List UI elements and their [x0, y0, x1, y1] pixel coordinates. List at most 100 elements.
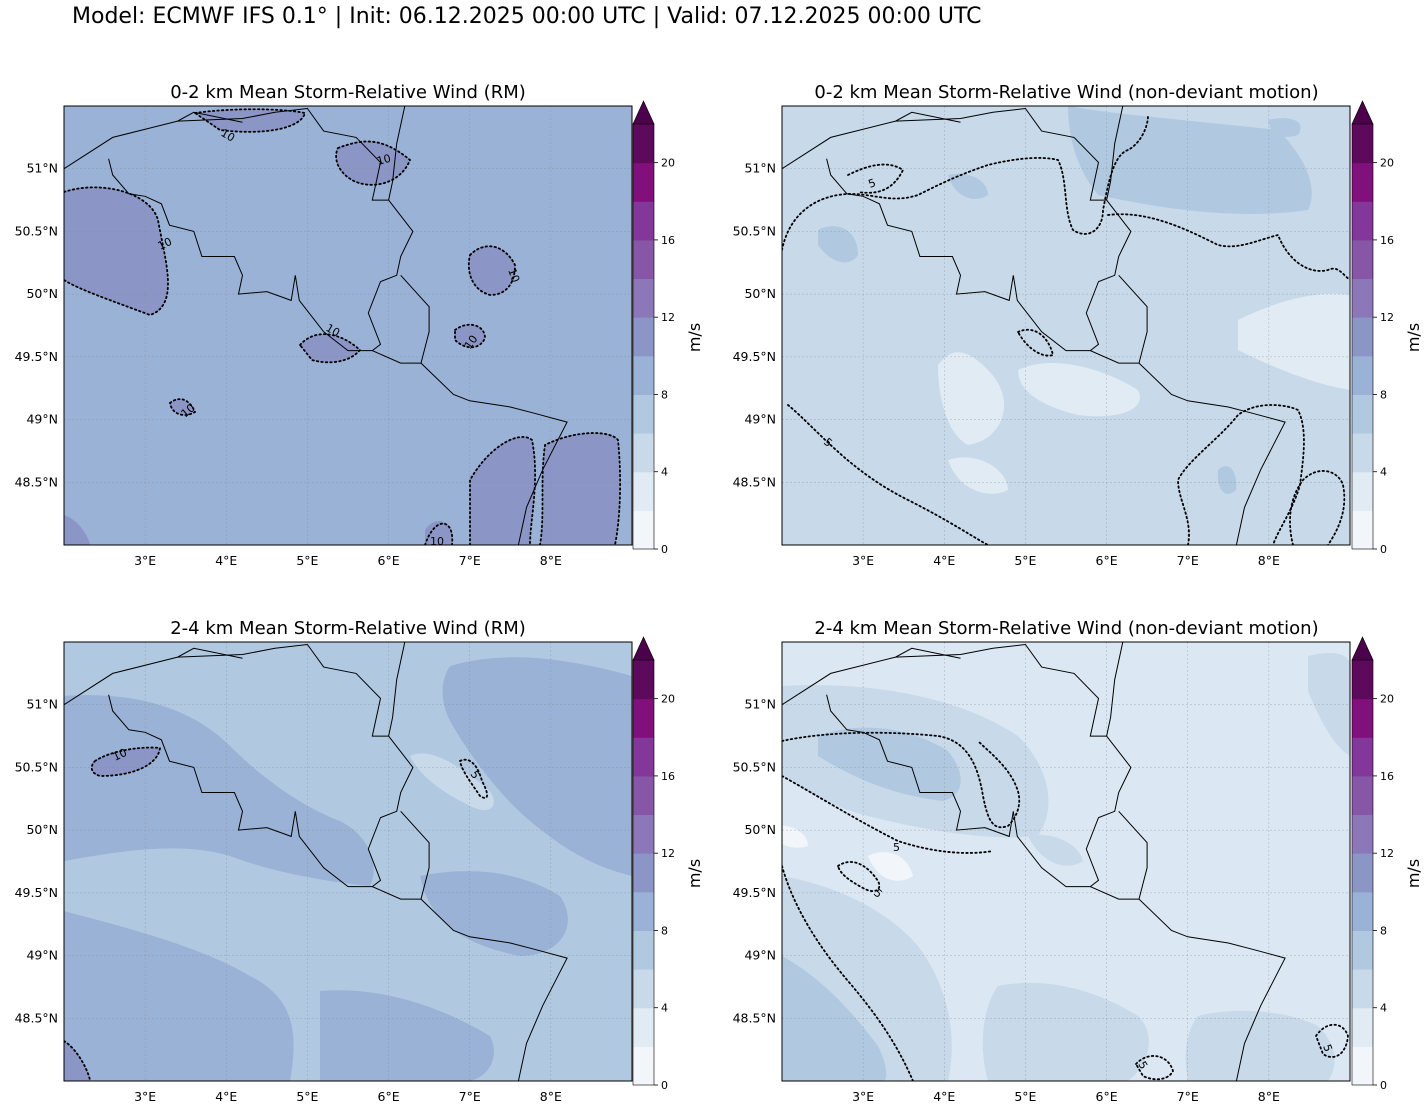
map-frame — [63, 105, 633, 546]
figure-title: Model: ECMWF IFS 0.1° | Init: 06.12.2025… — [72, 4, 982, 29]
field-region — [195, 109, 305, 132]
colorbar-tick-label: 16 — [661, 234, 675, 247]
country-border — [108, 694, 373, 888]
contour-line — [1134, 1055, 1174, 1081]
colorbar-bin — [633, 278, 654, 318]
colorbar-tick-label: 20 — [1380, 693, 1394, 706]
country-border — [1106, 642, 1124, 737]
colorbar-bin — [1352, 660, 1373, 700]
country-border — [177, 643, 389, 737]
country-border — [782, 647, 961, 706]
map-frame — [781, 641, 1351, 1082]
field-region — [336, 141, 410, 185]
colorbar-bin — [1352, 278, 1373, 318]
colorbar-tick-label: 8 — [1380, 388, 1387, 401]
country-border — [1085, 735, 1148, 900]
field-region — [425, 521, 453, 545]
contour-label: 10 — [324, 321, 343, 339]
lon-tick-label: 5°E — [296, 553, 318, 568]
lon-tick-label: 4°E — [215, 1089, 237, 1104]
colorbar-tick-label: 8 — [661, 388, 668, 401]
country-border — [388, 106, 406, 201]
lat-tick-label: 49.5°N — [733, 885, 776, 900]
colorbar-bin — [633, 660, 654, 700]
lon-tick-label: 6°E — [1096, 553, 1118, 568]
colorbar-frame — [632, 123, 655, 550]
contour-line — [458, 758, 488, 799]
colorbar-2: 0 4 8 12 16 20 — [632, 636, 675, 1091]
lon-tick-label: 3°E — [852, 1089, 874, 1104]
lon-tick-label: 6°E — [378, 1089, 400, 1104]
lat-tick-label: 48.5°N — [733, 474, 776, 489]
lon-tick-label: 4°E — [215, 553, 237, 568]
colorbar-label-0: m/s — [685, 322, 705, 353]
colorbar-extend — [1351, 636, 1374, 661]
field-region — [982, 982, 1149, 1081]
field-region — [170, 399, 195, 415]
lat-tick-label: 51°N — [26, 161, 58, 176]
colorbar-bin — [633, 969, 654, 1009]
field-region — [1068, 106, 1312, 215]
lat-tick-label: 51°N — [26, 697, 58, 712]
contour-line — [1314, 1023, 1349, 1058]
colorbar-bin — [633, 1046, 654, 1086]
colorbar-tick-label: 0 — [661, 543, 668, 555]
contour-line — [539, 432, 622, 545]
field-region — [320, 990, 494, 1081]
panel-title-2: 0-2 km Mean Storm-Relative Wind (non-dev… — [814, 82, 1319, 103]
country-border — [177, 107, 389, 201]
country-border — [1106, 106, 1124, 201]
contour-line — [1289, 470, 1346, 545]
lon-tick-label: 3°E — [134, 553, 156, 568]
colorbar-bin — [633, 433, 654, 473]
lat-tick-label: 49°N — [744, 948, 776, 963]
lat-tick-label: 50.5°N — [15, 223, 58, 238]
colorbar-bin — [633, 737, 654, 777]
colorbar-tick-label: 8 — [1380, 924, 1387, 937]
field-region — [470, 436, 536, 545]
lon-tick-label: 6°E — [1096, 1089, 1118, 1104]
lat-tick-label: 49°N — [744, 412, 776, 427]
colorbar-bin — [633, 775, 654, 816]
field-region — [948, 173, 988, 199]
contour-line — [782, 865, 914, 1081]
lat-tick-label: 50.5°N — [15, 759, 58, 774]
map-panel-2-4km-rm: 105 3°E 4°E 5°E 6°E 7°E 8°E 51°N 50.5°N 50°N 49.5°… — [15, 641, 633, 1104]
map-field: 105 — [64, 642, 632, 1081]
colorbar-bin — [1352, 814, 1373, 854]
contour-label: 5 — [1320, 1043, 1335, 1054]
colorbar-tick-label: 0 — [1380, 1079, 1387, 1091]
lat-tick-label: 49.5°N — [15, 349, 58, 364]
contour-line — [468, 245, 516, 296]
contour-line — [1177, 404, 1305, 545]
country-border — [895, 643, 1107, 737]
field-region — [410, 753, 494, 811]
colorbar-bin — [633, 124, 654, 164]
country-border — [782, 111, 961, 170]
colorbar-bin — [633, 471, 654, 511]
lat-tick-label: 49.5°N — [733, 349, 776, 364]
country-border — [1138, 362, 1286, 545]
contour-line — [64, 186, 169, 316]
lat-tick-label: 50.5°N — [733, 223, 776, 238]
colorbar-tick-label: 8 — [661, 924, 668, 937]
lon-tick-label: 3°E — [852, 553, 874, 568]
panel-title-1: 0-2 km Mean Storm-Relative Wind (RM) — [170, 82, 526, 103]
lat-tick-label: 50°N — [744, 822, 776, 837]
country-border — [367, 735, 430, 900]
colorbar-tick-label: 16 — [1380, 234, 1394, 247]
colorbar-bin — [633, 1007, 654, 1047]
contour-line — [1107, 213, 1350, 281]
colorbar-tick-label: 20 — [661, 157, 675, 170]
field-region — [782, 825, 808, 848]
colorbar-bin — [1352, 891, 1373, 931]
colorbar-tick-label: 4 — [661, 1002, 668, 1015]
colorbar-bin — [1352, 969, 1373, 1009]
lon-tick-label: 5°E — [1014, 1089, 1036, 1104]
field-background — [64, 106, 632, 545]
field-region — [1018, 362, 1140, 417]
field-region — [468, 246, 515, 295]
country-border — [1138, 898, 1286, 1081]
colorbar-bin — [1352, 510, 1373, 550]
